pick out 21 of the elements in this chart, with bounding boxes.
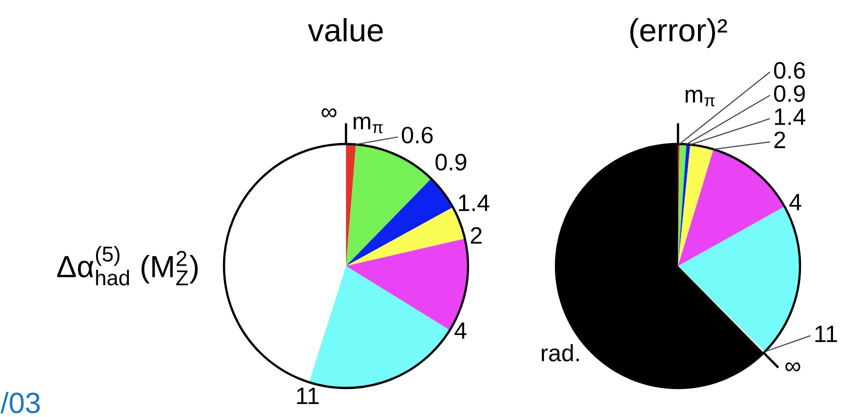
slice-label: 11 — [297, 388, 319, 404]
chart-title: value — [308, 18, 383, 42]
slice-label: 1.4 — [774, 108, 806, 125]
slice-label: 2 — [470, 227, 482, 244]
slice-label: 0.9 — [436, 154, 466, 170]
slice-label: 0.6 — [774, 62, 805, 79]
text: /03 — [0, 392, 40, 414]
slice-label: 4 — [789, 194, 802, 210]
slice-label: 11 — [815, 326, 837, 342]
slice-label: 2 — [774, 132, 786, 148]
slice-label: ∞ — [785, 362, 800, 372]
slice-label: 4 — [454, 322, 466, 339]
text: m$_{π}$ — [354, 116, 383, 134]
slice-label: rad. — [542, 344, 579, 362]
slice-label: 0.6 — [402, 126, 433, 144]
text: m$_{π}$ — [686, 90, 715, 106]
slice-label: 1.4 — [458, 194, 490, 211]
slice-label: ∞ — [322, 108, 336, 118]
chart-title: (error)² — [630, 18, 728, 48]
text: Δα$^{(5)}$$_{had}$ (M$^{2}$$_{Z}$) — [57, 246, 198, 286]
slice-label: 0.9 — [774, 85, 805, 102]
